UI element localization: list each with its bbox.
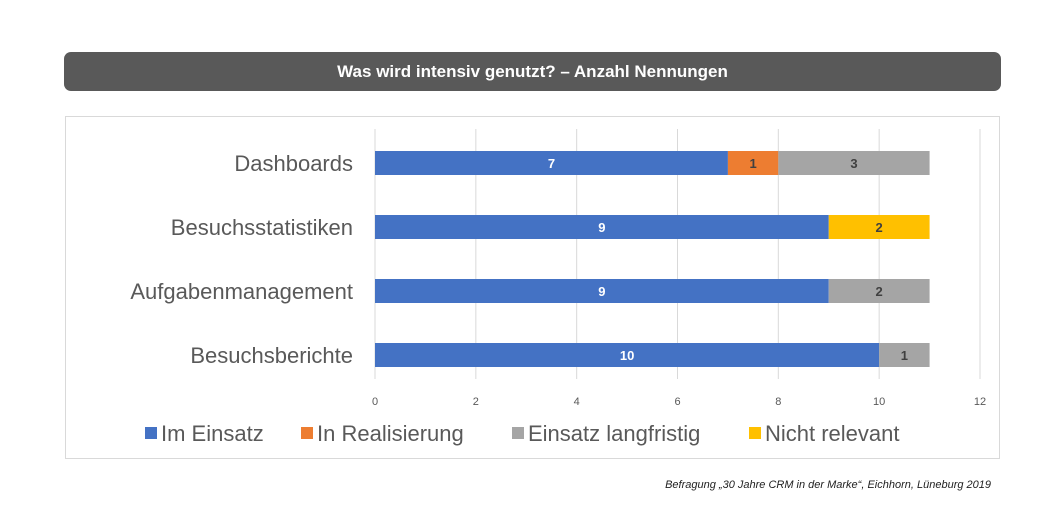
- data-label: 1: [901, 348, 908, 363]
- bar-segment: [828, 215, 930, 239]
- chart-title: Was wird intensiv genutzt? – Anzahl Nenn…: [337, 61, 728, 81]
- legend-swatch: [512, 427, 524, 439]
- legend-label: Nicht relevant: [765, 421, 900, 446]
- category-label: Aufgabenmanagement: [130, 279, 353, 304]
- x-tick-label: 0: [372, 396, 378, 408]
- category-label: Besuchsstatistiken: [171, 215, 353, 240]
- legend-label: In Realisierung: [317, 421, 464, 446]
- data-label: 9: [598, 284, 605, 299]
- legend-swatch: [301, 427, 313, 439]
- x-tick-label: 6: [674, 396, 680, 408]
- data-label: 1: [750, 156, 757, 171]
- x-tick-label: 2: [473, 396, 479, 408]
- bar-segment: [375, 151, 728, 175]
- category-label: Besuchsberichte: [190, 343, 353, 368]
- bar-segment: [375, 215, 829, 239]
- data-label: 3: [850, 156, 857, 171]
- x-tick-label: 4: [574, 396, 580, 408]
- legend-label: Im Einsatz: [161, 421, 264, 446]
- category-label: Dashboards: [234, 151, 353, 176]
- x-tick-label: 8: [775, 396, 781, 408]
- legend-swatch: [749, 427, 761, 439]
- data-label: 7: [548, 156, 555, 171]
- x-tick-label: 10: [873, 396, 885, 408]
- bar-segment: [879, 343, 930, 367]
- legend-swatch: [145, 427, 157, 439]
- bar-segment: [727, 151, 779, 175]
- data-label: 2: [876, 220, 883, 235]
- chart-title-bar: Was wird intensiv genutzt? – Anzahl Nenn…: [64, 52, 1001, 91]
- x-tick-label: 12: [974, 396, 986, 408]
- data-label: 10: [620, 348, 634, 363]
- data-label: 9: [598, 220, 605, 235]
- stacked-bar-chart: 0 2 4 6 8 10 12DashboardsBesuchsstatistikenAuf…: [130, 129, 986, 446]
- data-label: 2: [876, 284, 883, 299]
- legend-label: Einsatz langfristig: [528, 421, 700, 446]
- bar-segment: [375, 279, 829, 303]
- source-note: Befragung „30 Jahre CRM in der Marke“, E…: [665, 479, 991, 491]
- chart-frame: 0 2 4 6 8 10 12 Dashboards Besuchsstatistiken Auf…: [65, 116, 1000, 459]
- bar-segment: [828, 279, 930, 303]
- bar-segment: [375, 343, 880, 367]
- bar-segment: [778, 151, 930, 175]
